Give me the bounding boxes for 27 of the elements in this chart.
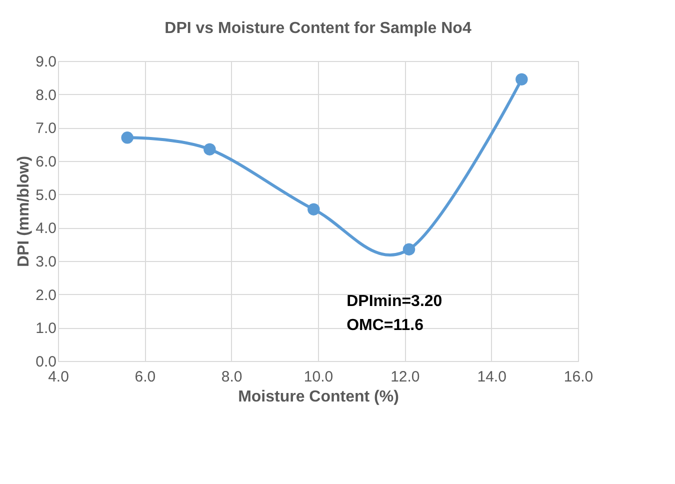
y-tick-label: 3.0 bbox=[36, 254, 56, 270]
point bbox=[402, 243, 416, 256]
x-tick-label: 6.0 bbox=[134, 368, 156, 386]
point bbox=[204, 143, 216, 156]
x-tick-label: 8.0 bbox=[221, 368, 242, 386]
y-tick-label: 0.0 bbox=[36, 354, 56, 370]
x-tick-label: 16.0 bbox=[564, 368, 594, 386]
point bbox=[308, 203, 320, 216]
point bbox=[121, 132, 134, 144]
y-tick-label: 1.0 bbox=[36, 320, 56, 338]
x-tick-label: 12.0 bbox=[390, 368, 420, 386]
x-axis-title: Moisture Content (%) bbox=[238, 388, 399, 406]
x-tick-label: 4.0 bbox=[48, 368, 69, 386]
annotation: DPImin=3.20 bbox=[346, 293, 442, 310]
y-tick-label: 8.0 bbox=[36, 86, 56, 104]
y-tick-label: 5.0 bbox=[36, 186, 56, 204]
y-axis-title: DPI (mm/blow) bbox=[16, 156, 33, 268]
x-tick-label: 14.0 bbox=[477, 368, 506, 386]
y-tick-label: 9.0 bbox=[36, 54, 56, 70]
y-tick-label: 7.0 bbox=[36, 120, 56, 138]
x-tick-label: 10.0 bbox=[304, 368, 334, 386]
point bbox=[516, 73, 528, 86]
chart-title: DPI vs Moisture Content for Sample No4 bbox=[164, 20, 472, 37]
annotation: OMC=11.6 bbox=[346, 317, 424, 334]
y-tick-label: 4.0 bbox=[36, 220, 56, 238]
y-tick-label: 2.0 bbox=[36, 286, 56, 304]
y-tick-label: 6.0 bbox=[36, 154, 56, 170]
